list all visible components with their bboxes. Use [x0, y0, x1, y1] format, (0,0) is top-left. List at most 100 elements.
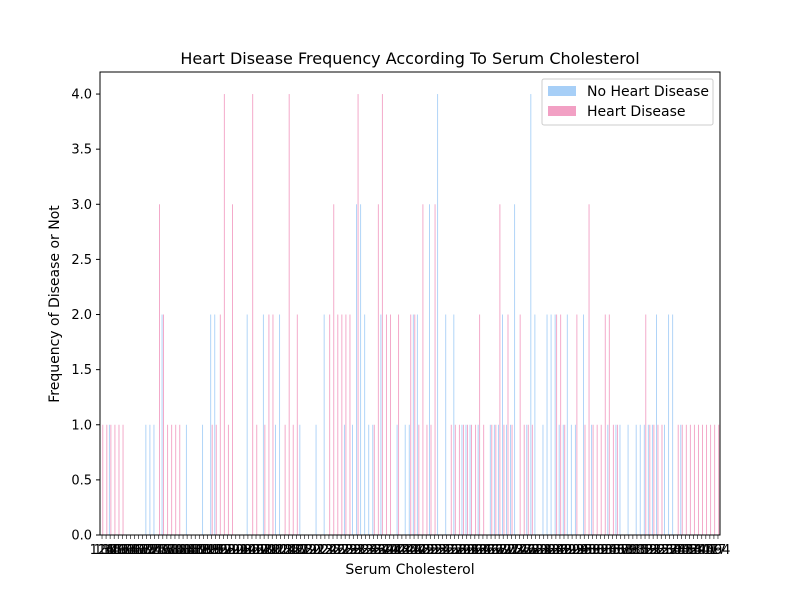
- bar: [114, 424, 116, 535]
- bar: [467, 424, 468, 535]
- x-tick-label: 222: [304, 543, 329, 558]
- legend-label-no-heart-disease: No Heart Disease: [587, 84, 709, 100]
- bar: [635, 424, 637, 535]
- x-tick-label: 188: [187, 543, 212, 558]
- bar: [437, 94, 439, 536]
- bar-series: [108, 94, 682, 536]
- bar: [657, 424, 659, 535]
- x-tick-label: 216: [280, 543, 305, 558]
- x-tick-label: 231: [341, 543, 366, 558]
- x-tick-label: 248: [406, 543, 431, 558]
- x-tick-label: 259: [446, 543, 471, 558]
- x-tick-label: 243: [385, 543, 410, 558]
- x-tick-label: 160: [110, 543, 135, 558]
- bar: [341, 314, 343, 535]
- bar: [179, 424, 181, 535]
- bar: [434, 204, 436, 536]
- x-tick-label: 286: [543, 543, 568, 558]
- x-tick-label: 206: [240, 543, 265, 558]
- bar: [607, 424, 609, 535]
- bar: [153, 424, 155, 535]
- bar: [668, 314, 670, 535]
- x-tick-label: 176: [146, 543, 171, 558]
- x-tick-label: 326: [649, 543, 674, 558]
- x-tick-label: 126: [90, 543, 115, 558]
- bar: [343, 424, 345, 535]
- bar: [396, 424, 398, 535]
- x-tick-label: 178: [154, 543, 179, 558]
- y-axis: 0.0 0.5 1.0 1.5 2.0 2.5 3.0 3.5 4.0: [71, 88, 100, 544]
- x-tick-label: 237: [365, 543, 390, 558]
- x-tick-label: 257: [438, 543, 463, 558]
- x-tick-label: 180: [159, 543, 184, 558]
- x-tick-label: 182: [163, 543, 188, 558]
- legend-swatch-no-heart-disease: [548, 86, 576, 96]
- bar: [102, 424, 104, 535]
- x-tick-label: 340: [665, 543, 690, 558]
- x-tick-label: 304: [592, 543, 617, 558]
- bar: [412, 314, 414, 535]
- bar: [556, 314, 558, 535]
- bar: [372, 424, 374, 535]
- bar: [333, 204, 335, 536]
- bar: [214, 314, 216, 535]
- bar: [288, 94, 290, 536]
- bar: [279, 314, 281, 535]
- bar: [422, 204, 424, 536]
- bar: [527, 424, 529, 535]
- x-tick-label: 223: [308, 543, 333, 558]
- bar: [526, 424, 528, 535]
- bar: [649, 424, 651, 535]
- bar: [268, 314, 270, 535]
- bar: [429, 204, 430, 536]
- y-tick-label: 0.0: [71, 529, 92, 544]
- x-tick-label: 246: [398, 543, 423, 558]
- x-tick-label: 185: [175, 543, 200, 558]
- bar: [465, 424, 467, 535]
- bar: [497, 424, 499, 535]
- bar: [534, 314, 536, 535]
- x-tick-label: 233: [349, 543, 374, 558]
- x-tick-label: 232: [345, 543, 370, 558]
- x-tick-label: 354: [681, 543, 706, 558]
- bar: [471, 424, 472, 535]
- bar: [161, 314, 163, 535]
- bar: [656, 314, 657, 535]
- x-tick-label: 335: [661, 543, 686, 558]
- bar: [167, 424, 169, 535]
- bar: [461, 424, 463, 535]
- x-tick-label: 166: [118, 543, 143, 558]
- x-tick-label: 239: [369, 543, 394, 558]
- x-tick-label: 250: [414, 543, 439, 558]
- x-tick-label: 311: [616, 543, 641, 558]
- x-tick-label: 225: [317, 543, 342, 558]
- bar: [360, 204, 362, 536]
- bar: [185, 424, 187, 535]
- x-tick-label: 264: [466, 543, 491, 558]
- x-tick-label: 268: [483, 543, 508, 558]
- x-tick-label: 341: [669, 543, 694, 558]
- legend-swatch-heart-disease: [548, 106, 576, 116]
- x-tick-label: 290: [556, 543, 581, 558]
- x-tick-label: 254: [426, 543, 451, 558]
- bar: [698, 424, 699, 535]
- bar: [562, 424, 564, 535]
- x-tick-label: 313: [620, 543, 645, 558]
- x-tick-label: 564: [706, 543, 731, 558]
- bar: [408, 424, 410, 535]
- y-tick-label: 1.5: [71, 363, 92, 378]
- bar: [223, 94, 225, 536]
- x-tick-label: 417: [702, 543, 727, 558]
- x-tick-label: 293: [560, 543, 585, 558]
- x-tick-label: 342: [673, 543, 698, 558]
- bar: [612, 424, 614, 535]
- x-tick-label: 319: [633, 543, 658, 558]
- bar: [506, 424, 507, 535]
- bar: [380, 314, 382, 535]
- x-tick-label: 306: [600, 543, 625, 558]
- bar: [706, 424, 708, 535]
- bar: [499, 204, 501, 536]
- bar: [430, 424, 432, 535]
- x-tick-label: 214: [272, 543, 297, 558]
